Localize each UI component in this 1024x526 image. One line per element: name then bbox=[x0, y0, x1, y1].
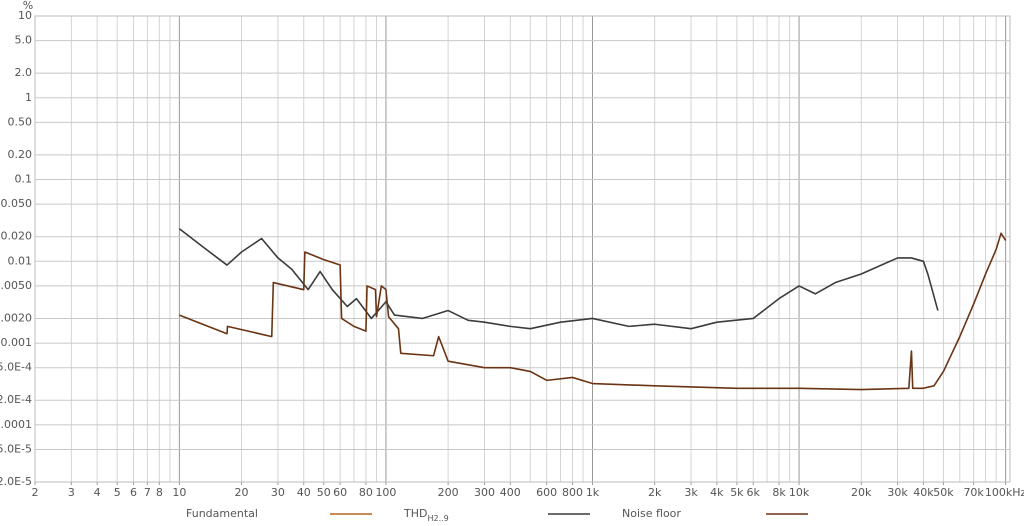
y-tick-label: 10 bbox=[18, 9, 32, 22]
x-tick-label: 300 bbox=[474, 486, 495, 499]
x-tick-label: 8k bbox=[772, 486, 786, 499]
x-tick-label: 40k bbox=[913, 486, 934, 499]
x-tick-label: 40 bbox=[297, 486, 311, 499]
x-tick-label: 3 bbox=[68, 486, 75, 499]
x-tick-label: 100kHz bbox=[985, 486, 1024, 499]
legend-subscript: H2..9 bbox=[427, 514, 448, 523]
x-tick-label: 1k bbox=[586, 486, 600, 499]
x-tick-label: 30 bbox=[271, 486, 285, 499]
plot bbox=[178, 228, 1007, 391]
x-tick-label: 3k bbox=[684, 486, 698, 499]
series-line bbox=[179, 232, 1007, 391]
y-tick-label: 1 bbox=[25, 91, 32, 104]
series-line bbox=[178, 228, 939, 330]
x-tick-label: 100 bbox=[375, 486, 396, 499]
x-tick-label: 800 bbox=[562, 486, 583, 499]
x-tick-label: 2k bbox=[648, 486, 662, 499]
y-axis-label: % bbox=[23, 0, 33, 12]
y-tick-label: 0.1 bbox=[15, 173, 33, 186]
x-tick-label: 6 bbox=[130, 486, 137, 499]
x-tick-label: 4 bbox=[94, 486, 101, 499]
y-tick-label: 2.0E-4 bbox=[0, 393, 32, 406]
y-tick-label: 0.01 bbox=[8, 254, 33, 267]
y-tick-label: 0.0020 bbox=[0, 311, 32, 324]
x-tick-label: 20 bbox=[235, 486, 249, 499]
x-tick-label: 20k bbox=[851, 486, 872, 499]
y-tick-label: 0.0050 bbox=[0, 279, 32, 292]
y-tick-label: 5.0E-4 bbox=[0, 361, 32, 374]
x-tick-label: 6k bbox=[747, 486, 761, 499]
legend-label: THDH2..9 bbox=[403, 507, 449, 523]
plot-frame bbox=[34, 15, 1011, 483]
x-tick-label: 30k bbox=[887, 486, 908, 499]
y-tick-label: 5.0 bbox=[15, 34, 33, 47]
x-tick-label: 60 bbox=[333, 486, 347, 499]
y-tick-label: 0.0001 bbox=[0, 418, 32, 431]
y-tick-label: 2.0 bbox=[15, 66, 33, 79]
y-tick-label: 2.0E-5 bbox=[0, 475, 32, 488]
legend-label: Fundamental bbox=[186, 507, 258, 520]
legend-name: Fundamental bbox=[186, 507, 258, 520]
legend: Fundamental THDH2..9 Noise floor bbox=[186, 507, 808, 523]
x-tick-label: 2 bbox=[32, 486, 39, 499]
x-tick-label: 600 bbox=[536, 486, 557, 499]
x-tick-label: 50k bbox=[933, 486, 954, 499]
x-tick-label: 80 bbox=[359, 486, 373, 499]
y-tick-label: 5.0E-5 bbox=[0, 442, 32, 455]
x-tick-label: 50 bbox=[317, 486, 331, 499]
y-tick-label: 0.50 bbox=[8, 115, 33, 128]
y-tick-label: 0.020 bbox=[1, 230, 33, 243]
y-tick-label: 0.001 bbox=[1, 336, 33, 349]
x-tick-label: 10k bbox=[789, 486, 810, 499]
x-tick-label: 400 bbox=[500, 486, 521, 499]
x-tick-label: 70k bbox=[963, 486, 984, 499]
legend-label: Noise floor bbox=[622, 507, 681, 520]
x-tick-label: 5 bbox=[114, 486, 121, 499]
x-tick-label: 4k bbox=[710, 486, 724, 499]
legend-name: THD bbox=[403, 507, 427, 520]
x-tick-label: 7 bbox=[144, 486, 151, 499]
x-tick-label: 10 bbox=[172, 486, 186, 499]
x-tick-label: 5k bbox=[730, 486, 744, 499]
legend-name: Noise floor bbox=[622, 507, 681, 520]
y-tick-label: 0.050 bbox=[1, 197, 33, 210]
x-tick-label: 200 bbox=[438, 486, 459, 499]
x-tick-label: 8 bbox=[156, 486, 163, 499]
grid bbox=[34, 15, 1011, 485]
y-tick-label: 0.20 bbox=[8, 148, 33, 161]
